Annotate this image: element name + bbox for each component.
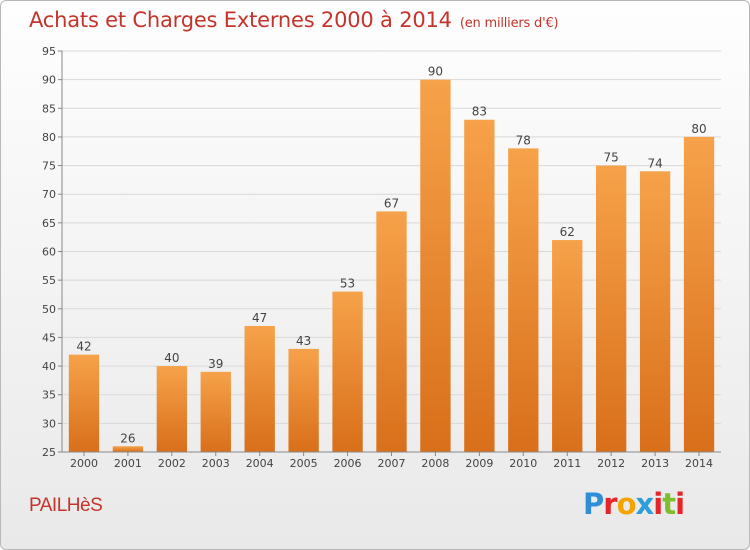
logo-letter: i bbox=[653, 487, 663, 521]
bar-2005 bbox=[288, 348, 319, 452]
bar-value-label: 90 bbox=[428, 65, 443, 79]
x-tick-label: 2001 bbox=[114, 457, 142, 470]
y-tick-label: 60 bbox=[42, 246, 56, 259]
y-tick-label: 75 bbox=[42, 160, 56, 173]
x-tick-label: 2011 bbox=[553, 457, 581, 470]
logo-letter: t bbox=[662, 487, 676, 521]
y-tick-label: 30 bbox=[42, 417, 56, 430]
bar-2010 bbox=[508, 148, 539, 452]
y-tick-label: 25 bbox=[42, 446, 56, 459]
x-tick-label: 2002 bbox=[158, 457, 186, 470]
x-tick-label: 2010 bbox=[509, 457, 537, 470]
x-tick-label: 2007 bbox=[378, 457, 406, 470]
bar-value-label: 47 bbox=[252, 311, 267, 325]
x-tick-label: 2008 bbox=[421, 457, 449, 470]
bar-2004 bbox=[244, 325, 275, 452]
chart-title: Achats et Charges Externes 2000 à 2014 (e… bbox=[29, 8, 559, 32]
x-tick-label: 2014 bbox=[685, 457, 713, 470]
x-tick-label: 2013 bbox=[641, 457, 669, 470]
logo-letter: P bbox=[583, 487, 604, 521]
bar-value-label: 39 bbox=[208, 357, 223, 371]
y-tick-label: 85 bbox=[42, 102, 56, 115]
bar-2014 bbox=[683, 136, 715, 452]
y-tick-label: 95 bbox=[42, 45, 56, 58]
bar-value-label: 62 bbox=[560, 225, 575, 239]
bars: 42 26 40 39 47 43 53 67 90 83 78 62 75 74 80 bbox=[68, 65, 715, 453]
bar-value-label: 67 bbox=[384, 196, 399, 210]
y-tick-label: 65 bbox=[42, 217, 56, 230]
x-tick-label: 2003 bbox=[202, 457, 230, 470]
bar-value-label: 26 bbox=[120, 431, 135, 445]
y-tick-label: 35 bbox=[42, 389, 56, 402]
bar-value-label: 40 bbox=[164, 351, 179, 365]
bar-2009 bbox=[464, 119, 495, 452]
bar-2000 bbox=[68, 354, 100, 452]
y-tick-label: 70 bbox=[42, 188, 56, 201]
bar-2002 bbox=[156, 366, 187, 452]
bar-value-label: 75 bbox=[604, 151, 619, 165]
y-tick-label: 55 bbox=[42, 274, 56, 287]
chart-unit: (en milliers d'€) bbox=[459, 16, 559, 31]
axes: 25 30 35 40 45 50 55 60 65 70 75 80 85 90 95 2000 2001 20… bbox=[42, 45, 721, 470]
x-tick-label: 2006 bbox=[334, 457, 362, 470]
bar-value-label: 53 bbox=[340, 277, 355, 291]
logo-letter: o bbox=[616, 487, 637, 521]
bar-value-label: 80 bbox=[691, 122, 706, 136]
x-tick-label: 2012 bbox=[597, 457, 625, 470]
bar-2012 bbox=[596, 165, 627, 453]
bar-value-label: 42 bbox=[76, 340, 91, 354]
x-tick-label: 2005 bbox=[290, 457, 318, 470]
x-tick-label: 2004 bbox=[246, 457, 274, 470]
proxiti-logo[interactable]: Proxiti bbox=[583, 487, 685, 521]
logo-letter: i bbox=[675, 487, 685, 521]
bar-value-label: 83 bbox=[472, 105, 487, 119]
logo-letter: x bbox=[635, 487, 655, 521]
bar-2007 bbox=[376, 211, 407, 452]
bar-value-label: 78 bbox=[516, 133, 531, 147]
bar-2011 bbox=[552, 240, 583, 452]
chart-title-text: Achats et Charges Externes 2000 à 2014 bbox=[29, 8, 452, 32]
y-tick-label: 45 bbox=[42, 331, 56, 344]
bar-value-label: 74 bbox=[647, 156, 662, 170]
x-tick-label: 2009 bbox=[465, 457, 493, 470]
bar-value-label: 43 bbox=[296, 334, 311, 348]
y-tick-label: 40 bbox=[42, 360, 56, 373]
logo-letter: r bbox=[603, 487, 617, 521]
bar-2008 bbox=[420, 79, 451, 453]
commune-name: PAILHèS bbox=[29, 495, 103, 516]
y-tick-label: 90 bbox=[42, 74, 56, 87]
bar-2001 bbox=[112, 446, 144, 452]
bar-2003 bbox=[200, 371, 231, 452]
y-tick-label: 80 bbox=[42, 131, 56, 144]
y-tick-label: 50 bbox=[42, 303, 56, 316]
bar-2006 bbox=[332, 291, 363, 452]
x-tick-label: 2000 bbox=[70, 457, 98, 470]
bar-2013 bbox=[639, 171, 671, 453]
